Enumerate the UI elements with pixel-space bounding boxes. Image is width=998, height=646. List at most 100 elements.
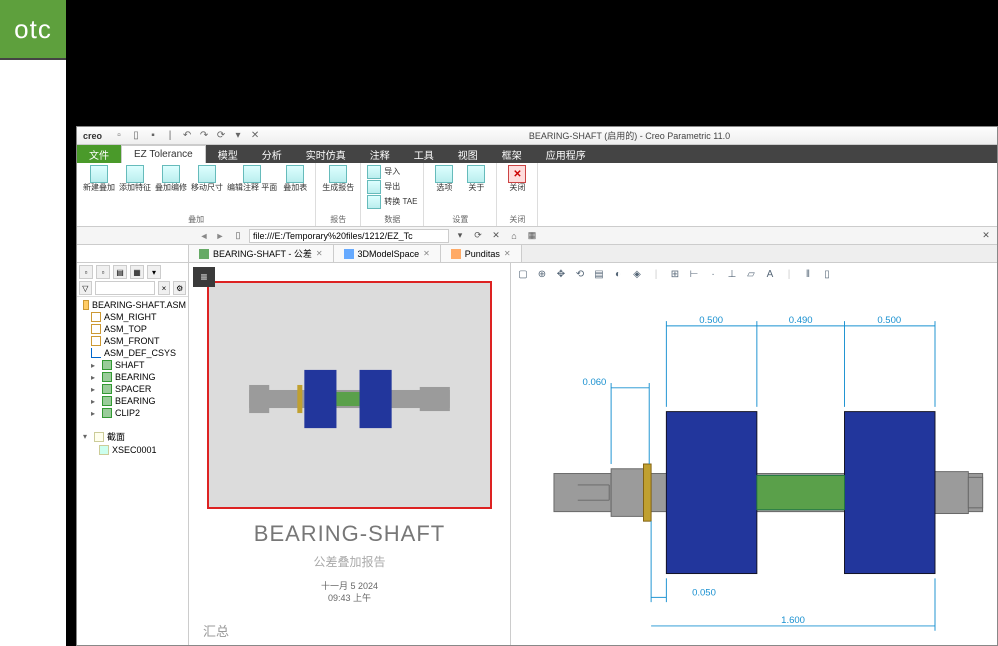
vtb-stop-icon[interactable]: ▯ — [819, 266, 835, 282]
btn-export[interactable]: 导出 — [367, 180, 400, 194]
tree-node[interactable]: ASM_RIGHT — [77, 311, 188, 323]
url-refresh-icon[interactable]: ⟳ — [471, 229, 485, 243]
vtb-annot-icon[interactable]: A — [762, 266, 778, 282]
tab-tools[interactable]: 工具 — [402, 145, 446, 163]
vtb-pause-icon[interactable]: ‖ — [800, 266, 816, 282]
expand-icon[interactable]: ▸ — [91, 409, 99, 418]
tree-filter-input[interactable] — [95, 281, 155, 295]
tab-analysis[interactable]: 分析 — [250, 145, 294, 163]
thumbnail-svg — [209, 283, 490, 507]
expand-icon[interactable]: ▸ — [91, 397, 99, 406]
vtb-datum-icon[interactable]: ⊞ — [667, 266, 683, 282]
qat-undo-icon[interactable]: ↶ — [180, 129, 194, 143]
tree-node[interactable]: ▸BEARING — [77, 371, 188, 383]
tab-sim[interactable]: 实时仿真 — [294, 145, 358, 163]
url-input[interactable] — [249, 229, 449, 243]
dtab-close-icon[interactable]: ✕ — [316, 249, 323, 258]
report-menu-icon[interactable]: ≡ — [193, 267, 215, 287]
tree-filter-icon[interactable]: ▽ — [79, 281, 92, 295]
vtb-csys-icon[interactable]: ⊥ — [724, 266, 740, 282]
tree-filter-clear[interactable]: × — [158, 281, 171, 295]
tab-apps[interactable]: 应用程序 — [534, 145, 598, 163]
qat-redo-icon[interactable]: ↷ — [197, 129, 211, 143]
expand-icon[interactable]: ▸ — [91, 361, 99, 370]
report-date: 十一月 5 2024 09:43 上午 — [189, 581, 510, 604]
vtb-spin-icon[interactable]: ⟲ — [572, 266, 588, 282]
folder-icon[interactable]: ▯ — [231, 229, 245, 243]
tree-node[interactable]: ▸SPACER — [77, 383, 188, 395]
qat-new-icon[interactable]: ▫ — [112, 129, 126, 143]
ribbon-group-settings: 选项 关于 设置 — [424, 163, 497, 226]
btn-close[interactable]: ✕关闭 — [503, 165, 531, 193]
tree-node[interactable]: ASM_FRONT — [77, 335, 188, 347]
btn-move-dim[interactable]: 移动尺寸 — [191, 165, 223, 193]
btn-convert-tae[interactable]: 转换 TAE — [367, 195, 417, 209]
vtb-plane-icon[interactable]: ▱ — [743, 266, 759, 282]
asm-icon — [83, 300, 89, 310]
tree-node[interactable]: ASM_DEF_CSYS — [77, 347, 188, 359]
btn-edit-annot[interactable]: 编辑注释 平面 — [227, 165, 277, 193]
url-print-icon[interactable]: ▦ — [525, 229, 539, 243]
dtab-icon — [199, 249, 209, 259]
btn-stack-table[interactable]: 叠加表 — [281, 165, 309, 193]
qat-regen-icon[interactable]: ⟳ — [214, 129, 228, 143]
btn-about[interactable]: 关于 — [462, 165, 490, 193]
tab-ez-tolerance[interactable]: EZ Tolerance — [121, 145, 206, 163]
dtab-close-icon[interactable]: ✕ — [504, 249, 511, 258]
qat-open-icon[interactable]: ▯ — [129, 129, 143, 143]
vtb-display-icon[interactable]: ◐ — [610, 266, 626, 282]
url-stop-icon[interactable]: ✕ — [489, 229, 503, 243]
url-dropdown[interactable]: ▾ — [453, 229, 467, 243]
dtab-3dmodel[interactable]: 3DModelSpace ✕ — [334, 245, 441, 262]
tree-btn-2[interactable]: ▫ — [96, 265, 110, 279]
vtb-point-icon[interactable]: ∙ — [705, 266, 721, 282]
tab-frame[interactable]: 框架 — [490, 145, 534, 163]
nav-fwd-icon[interactable]: ► — [213, 229, 227, 243]
expand-icon[interactable]: ▸ — [91, 373, 99, 382]
group-label-close: 关闭 — [509, 214, 525, 226]
btn-new-stack[interactable]: 新建叠加 — [83, 165, 115, 193]
tree-node[interactable]: ▸BEARING — [77, 395, 188, 407]
nav-back-icon[interactable]: ◄ — [197, 229, 211, 243]
tab-model[interactable]: 模型 — [206, 145, 250, 163]
tree-settings-icon[interactable]: ⚙ — [173, 281, 186, 295]
tab-file[interactable]: 文件 — [77, 145, 121, 163]
tree-section-folder[interactable]: ▾截面 — [77, 429, 188, 444]
viewport[interactable]: ▢ ⊕ ✥ ⟲ ▤ ◐ ◈ | ⊞ ⊢ ∙ ⊥ ▱ A | ‖ ▯ — [511, 263, 997, 645]
tree-node[interactable]: ASM_TOP — [77, 323, 188, 335]
vtb-saved-icon[interactable]: ▤ — [591, 266, 607, 282]
panel-close-icon[interactable]: ✕ — [979, 229, 993, 243]
btn-options[interactable]: 选项 — [430, 165, 458, 193]
btn-import[interactable]: 导入 — [367, 165, 400, 179]
group-label-settings: 设置 — [452, 214, 468, 226]
vtb-refit-icon[interactable]: ▢ — [515, 266, 531, 282]
vtb-axis-icon[interactable]: ⊢ — [686, 266, 702, 282]
dtab-report[interactable]: BEARING-SHAFT - 公差 ✕ — [189, 245, 334, 262]
tab-view[interactable]: 视图 — [446, 145, 490, 163]
dtab-punditas[interactable]: Punditas ✕ — [441, 245, 522, 262]
qat-save-icon[interactable]: ▪ — [146, 129, 160, 143]
tree-btn-1[interactable]: ▫ — [79, 265, 93, 279]
dtab-close-icon[interactable]: ✕ — [423, 249, 430, 258]
tree-btn-5[interactable]: ▾ — [147, 265, 161, 279]
ribbon-group-report: 生成报告 报告 — [316, 163, 361, 226]
tree-btn-3[interactable]: ▤ — [113, 265, 127, 279]
expand-icon[interactable]: ▸ — [91, 385, 99, 394]
url-home-icon[interactable]: ⌂ — [507, 229, 521, 243]
tree-btn-4[interactable]: ▦ — [130, 265, 144, 279]
qat-close-icon[interactable]: ✕ — [248, 129, 262, 143]
vtb-persp-icon[interactable]: ◈ — [629, 266, 645, 282]
collapse-icon[interactable]: ▾ — [83, 432, 91, 441]
tree-section-item[interactable]: XSEC0001 — [77, 444, 188, 456]
btn-stack-edit[interactable]: 叠加编修 — [155, 165, 187, 193]
qat-windows-icon[interactable]: ▾ — [231, 129, 245, 143]
vtb-zoom-icon[interactable]: ⊕ — [534, 266, 550, 282]
folder-icon — [94, 432, 104, 442]
tab-annotate[interactable]: 注释 — [358, 145, 402, 163]
tree-root[interactable]: BEARING-SHAFT.ASM — [77, 299, 188, 311]
vtb-pan-icon[interactable]: ✥ — [553, 266, 569, 282]
btn-gen-report[interactable]: 生成报告 — [322, 165, 354, 193]
tree-node[interactable]: ▸SHAFT — [77, 359, 188, 371]
btn-add-feature[interactable]: 添加特征 — [119, 165, 151, 193]
tree-node[interactable]: ▸CLIP2 — [77, 407, 188, 419]
